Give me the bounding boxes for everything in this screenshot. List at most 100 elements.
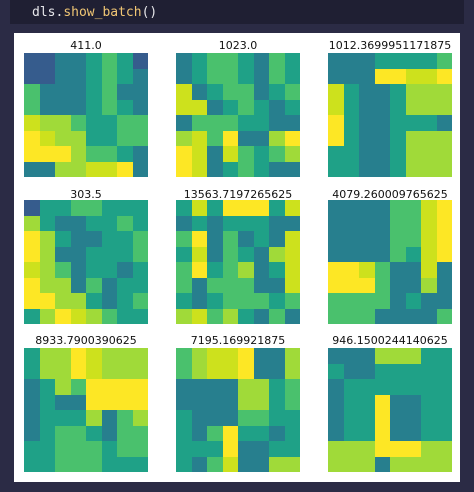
pixel-cell: [343, 231, 359, 247]
pixel-cell: [359, 262, 375, 278]
pixel-cell: [328, 262, 344, 278]
pixel-cell: [101, 410, 117, 426]
pixel-cell: [117, 246, 133, 262]
pixel-cell: [86, 231, 102, 247]
pixel-cell: [222, 215, 238, 231]
pixel-cell: [359, 277, 375, 293]
pixel-cell: [191, 277, 207, 293]
pixel-cell: [55, 231, 71, 247]
pixel-cell: [207, 53, 223, 69]
pixel-cell: [101, 363, 117, 379]
pixel-cell: [405, 410, 421, 426]
pixel-cell: [132, 246, 148, 262]
pixel-cell: [269, 262, 285, 278]
pixel-cell: [421, 394, 437, 410]
pixel-cell: [390, 363, 406, 379]
pixel-cell: [191, 161, 207, 177]
pixel-cell: [86, 308, 102, 324]
pixel-cell: [253, 456, 269, 472]
pixel-cell: [132, 441, 148, 457]
pixel-cell: [390, 53, 406, 69]
pixel-cell: [191, 215, 207, 231]
pixel-cell: [436, 456, 452, 472]
pixel-cell: [253, 348, 269, 364]
pixel-cell: [421, 379, 437, 395]
pixel-cell: [421, 308, 437, 324]
pixel-cell: [39, 363, 55, 379]
pixel-cell: [269, 293, 285, 309]
pixel-cell: [436, 215, 452, 231]
pixel-cell: [86, 246, 102, 262]
pixel-cell: [132, 161, 148, 177]
code-cell[interactable]: dls.show_batch(): [10, 0, 464, 24]
pixel-cell: [176, 215, 192, 231]
pixel-cell: [390, 99, 406, 115]
pixel-cell: [374, 277, 390, 293]
pixel-cell: [238, 348, 254, 364]
pixel-cell: [238, 441, 254, 457]
pixel-cell: [405, 293, 421, 309]
pixel-cell: [284, 425, 300, 441]
pixel-cell: [117, 348, 133, 364]
image-title: 8933.7900390625: [35, 334, 137, 347]
pixel-cell: [86, 161, 102, 177]
pixel-cell: [436, 293, 452, 309]
image-tile: [24, 53, 148, 177]
pixel-cell: [117, 161, 133, 177]
pixel-cell: [117, 146, 133, 162]
pixel-cell: [222, 200, 238, 216]
pixel-cell: [70, 456, 86, 472]
pixel-cell: [101, 231, 117, 247]
pixel-cell: [176, 379, 192, 395]
image-tile: [328, 200, 452, 324]
pixel-cell: [191, 308, 207, 324]
pixel-cell: [86, 277, 102, 293]
pixel-cell: [24, 115, 40, 131]
pixel-cell: [405, 425, 421, 441]
pixel-cell: [101, 441, 117, 457]
pixel-cell: [284, 262, 300, 278]
output-panel: 411.0 1023.0 1012.3699951171875 303.5 13563.…: [10, 24, 464, 482]
pixel-cell: [86, 53, 102, 69]
pixel-cell: [222, 146, 238, 162]
pixel-cell: [132, 84, 148, 100]
pixel-cell: [24, 84, 40, 100]
pixel-cell: [253, 200, 269, 216]
pixel-cell: [238, 68, 254, 84]
pixel-cell: [253, 410, 269, 426]
pixel-cell: [343, 53, 359, 69]
pixel-cell: [436, 68, 452, 84]
pixel-cell: [117, 200, 133, 216]
pixel-cell: [238, 410, 254, 426]
pixel-cell: [238, 99, 254, 115]
pixel-cell: [55, 456, 71, 472]
pixel-cell: [269, 53, 285, 69]
pixel-cell: [359, 293, 375, 309]
pixel-cell: [101, 246, 117, 262]
pixel-cell: [70, 200, 86, 216]
pixel-cell: [284, 146, 300, 162]
pixel-cell: [328, 379, 344, 395]
pixel-cell: [284, 410, 300, 426]
pixel-cell: [39, 68, 55, 84]
pixel-cell: [359, 146, 375, 162]
pixel-cell: [284, 277, 300, 293]
pixel-cell: [436, 308, 452, 324]
pixel-cell: [55, 410, 71, 426]
pixel-cell: [436, 53, 452, 69]
pixel-cell: [359, 130, 375, 146]
pixel-cell: [222, 161, 238, 177]
pixel-cell: [374, 262, 390, 278]
pixel-cell: [238, 84, 254, 100]
pixel-cell: [284, 161, 300, 177]
pixel-cell: [101, 293, 117, 309]
pixel-cell: [55, 84, 71, 100]
pixel-cell: [207, 231, 223, 247]
pixel-cell: [24, 308, 40, 324]
pixel-cell: [253, 425, 269, 441]
pixel-cell: [253, 394, 269, 410]
pixel-cell: [55, 348, 71, 364]
pixel-cell: [343, 161, 359, 177]
pixel-cell: [117, 394, 133, 410]
pixel-cell: [405, 215, 421, 231]
